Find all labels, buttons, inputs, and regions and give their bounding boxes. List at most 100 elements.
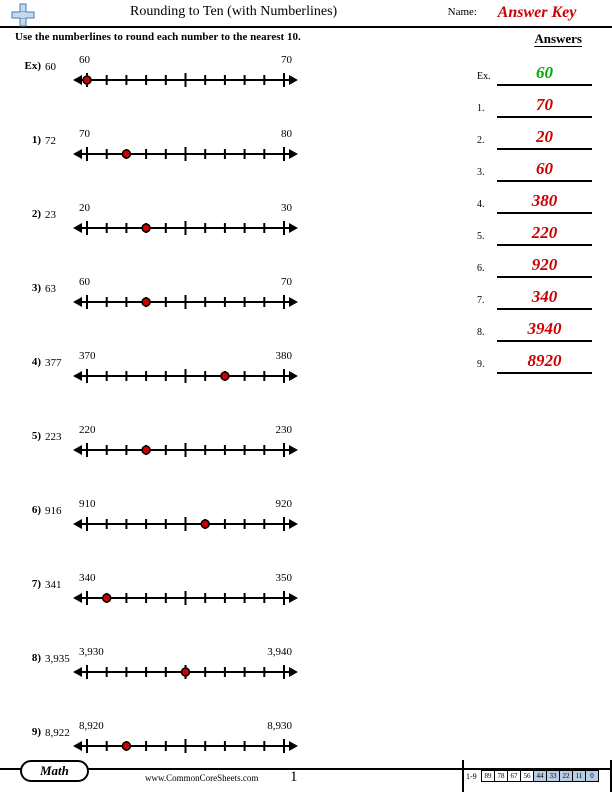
numberline-container: 370 380 [73,350,298,390]
numberline-end-label: 920 [276,498,293,510]
main: Ex) 60 60 70 1) 72 70 80 2) 23 20 30 3) … [0,46,612,762]
answer-row: 4. 380 [477,182,592,214]
numberline-icon [73,498,298,538]
answer-key-text: Answer Key [482,4,592,22]
scale-cell: 0 [585,770,599,782]
numberline-end-label: 30 [281,202,292,214]
answer-row: 9. 8920 [477,342,592,374]
numberline-icon [73,424,298,464]
scale-cell: 78 [494,770,508,782]
given-number: 23 [45,209,56,221]
answer-row: 3. 60 [477,150,592,182]
answer-label: Ex. [477,71,491,82]
scale-cell: 22 [559,770,573,782]
problem-label: 3) [15,282,41,294]
given-number: 60 [45,61,56,73]
instructions: Use the numberlines to round each number… [15,31,301,43]
numberline-icon [73,276,298,316]
given-number: 63 [45,283,56,295]
answer-value: 60 [536,159,553,180]
numberline-container: 8,920 8,930 [73,720,298,760]
problems-list: Ex) 60 60 70 1) 72 70 80 2) 23 20 30 3) … [15,46,455,786]
answer-value: 380 [532,191,558,212]
problem-label: 2) [15,208,41,220]
answer-value: 3940 [528,319,562,340]
answer-label: 5. [477,231,485,242]
footer: Math www.CommonCoreSheets.com 1 1-9 8978… [0,766,612,792]
numberline-end-label: 3,940 [267,646,292,658]
given-number: 341 [45,579,62,591]
scale-cell: 11 [572,770,586,782]
numberline-end-label: 230 [276,424,293,436]
answer-label: 3. [477,167,485,178]
numberline-icon [73,350,298,390]
answer-label: 9. [477,359,485,370]
numberline-icon [73,646,298,686]
problem-label: 1) [15,134,41,146]
answer-value: 340 [532,287,558,308]
answer-row: 5. 220 [477,214,592,246]
footer-divider [462,760,464,792]
numberline-icon [73,720,298,760]
numberline-container: 220 230 [73,424,298,464]
problem-label: 8) [15,652,41,664]
scale-cell: 56 [520,770,534,782]
problem-row: 7) 341 340 350 [15,564,455,632]
answer-line: 20 [497,127,592,150]
answer-line: 60 [497,159,592,182]
numberline-end-label: 350 [276,572,293,584]
scale-cell: 67 [507,770,521,782]
answer-row: 6. 920 [477,246,592,278]
numberline-start-label: 60 [79,54,90,66]
numberline-start-label: 60 [79,276,90,288]
numberline-container: 20 30 [73,202,298,242]
problem-label: 5) [15,430,41,442]
answer-line: 220 [497,223,592,246]
answer-row: 2. 20 [477,118,592,150]
numberline-start-label: 70 [79,128,90,140]
given-number: 3,935 [45,653,70,665]
scale-cell: 89 [481,770,495,782]
answer-value: 8920 [528,351,562,372]
problem-row: 6) 916 910 920 [15,490,455,558]
answer-row: 7. 340 [477,278,592,310]
name-label: Name: [448,6,477,18]
given-number: 72 [45,135,56,147]
numberline-start-label: 340 [79,572,96,584]
problem-row: 3) 63 60 70 [15,268,455,336]
numberline-start-label: 910 [79,498,96,510]
answers-column: Ex. 60 1. 70 2. 20 3. 60 4. 380 5. 220 6… [477,54,592,374]
answer-row: Ex. 60 [477,54,592,86]
answer-value: 20 [536,127,553,148]
grading-scale: 89786756443322110 [482,770,599,782]
subject-badge: Math [20,760,89,782]
answer-line: 3940 [497,319,592,342]
numberline-container: 3,930 3,940 [73,646,298,686]
answers-heading: Answers [534,31,582,47]
answer-value: 920 [532,255,558,276]
numberline-container: 60 70 [73,276,298,316]
answer-value: 60 [536,63,553,84]
numberline-icon [73,572,298,612]
problem-label: 7) [15,578,41,590]
answer-value: 220 [532,223,558,244]
numberline-start-label: 220 [79,424,96,436]
numberline-container: 60 70 [73,54,298,94]
header: Rounding to Ten (with Numberlines) Name:… [0,0,612,28]
answer-label: 8. [477,327,485,338]
answer-line: 920 [497,255,592,278]
numberline-container: 70 80 [73,128,298,168]
answer-label: 1. [477,103,485,114]
given-number: 8,922 [45,727,70,739]
scale-cell: 44 [533,770,547,782]
answer-row: 8. 3940 [477,310,592,342]
problem-label: Ex) [15,60,41,72]
problem-row: 5) 223 220 230 [15,416,455,484]
numberline-container: 910 920 [73,498,298,538]
numberline-end-label: 8,930 [267,720,292,732]
numberline-start-label: 370 [79,350,96,362]
problem-label: 4) [15,356,41,368]
answer-line: 8920 [497,351,592,374]
numberline-end-label: 70 [281,276,292,288]
numberline-end-label: 70 [281,54,292,66]
